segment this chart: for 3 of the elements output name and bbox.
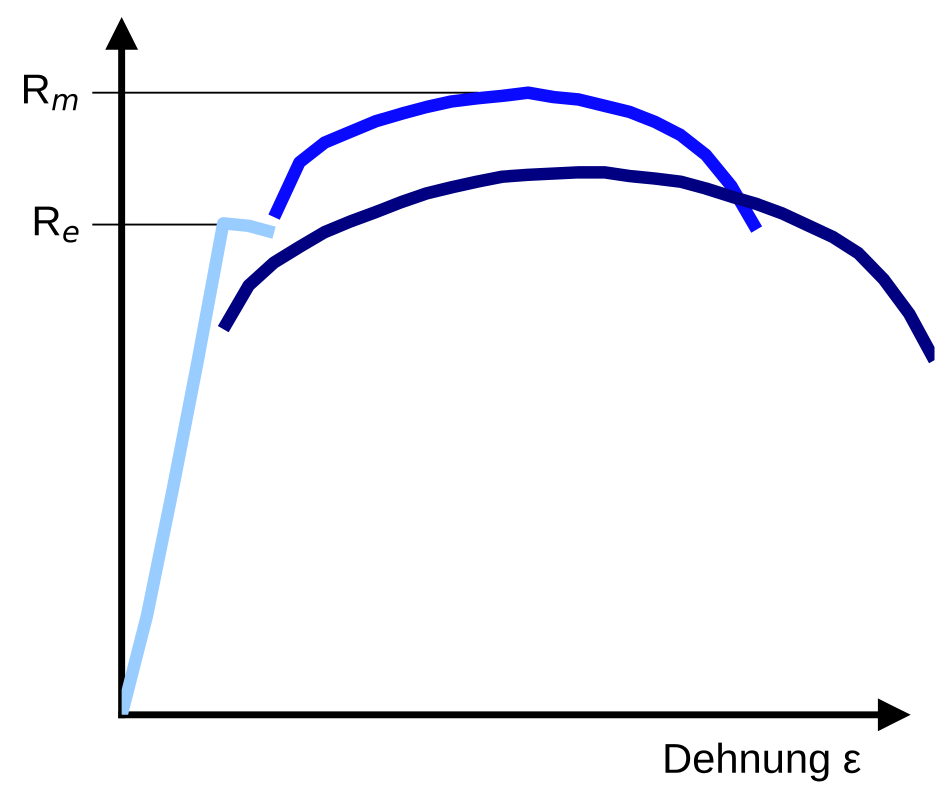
ref-line-label: R$_{e}$ xyxy=(34,206,79,243)
x-axis-title: Dehnung ε xyxy=(666,742,861,782)
ref-line-label: R$_{m}$ xyxy=(24,74,78,110)
